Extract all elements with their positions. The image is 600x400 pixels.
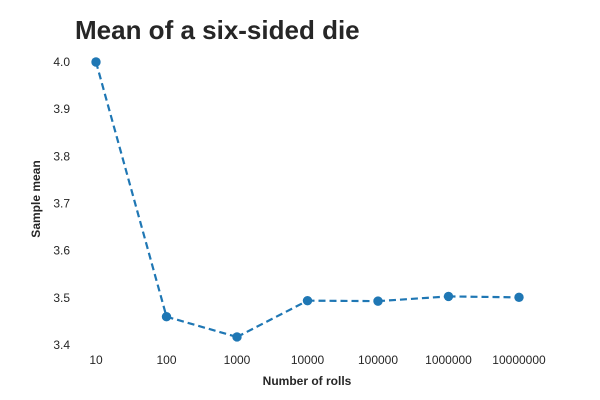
data-point (161, 312, 172, 322)
y-tick-label: 3.9 (53, 102, 70, 116)
y-axis-label: Sample mean (29, 160, 43, 237)
chart-title: Mean of a six-sided die (75, 15, 360, 45)
series-line-segment (377, 295, 449, 303)
x-tick-labels: 10 100 1000 10000 100000 1000000 10000000 (89, 353, 546, 367)
data-point (443, 291, 454, 302)
x-tick-label: 10000 (291, 353, 325, 367)
series-line-segment (448, 295, 520, 299)
data-point (302, 295, 313, 306)
series-line-segment (236, 299, 309, 338)
x-tick-label: 1000000 (425, 353, 472, 367)
y-tick-labels: 3.4 3.5 3.6 3.7 3.8 3.9 4.0 (53, 55, 70, 352)
y-tick-label: 4.0 (53, 55, 70, 69)
series-line-segment (94, 61, 168, 317)
data-point (373, 296, 383, 306)
x-tick-label: 10000000 (492, 353, 546, 367)
x-tick-label: 1000 (224, 353, 251, 367)
y-tick-label: 3.6 (53, 244, 70, 258)
series-lines (94, 61, 520, 339)
x-tick-label: 100000 (358, 353, 398, 367)
data-point (514, 292, 524, 303)
data-point (232, 332, 242, 342)
data-point (91, 57, 101, 67)
series-points (91, 57, 524, 342)
y-tick-label: 3.8 (53, 149, 70, 163)
series-line-segment (166, 315, 238, 339)
x-tick-label: 100 (156, 353, 176, 367)
x-tick-label: 10 (89, 353, 103, 367)
y-tick-label: 3.7 (53, 197, 70, 211)
y-tick-label: 3.4 (53, 338, 70, 352)
y-tick-label: 3.5 (53, 291, 70, 305)
x-axis-label: Number of rolls (263, 374, 352, 388)
